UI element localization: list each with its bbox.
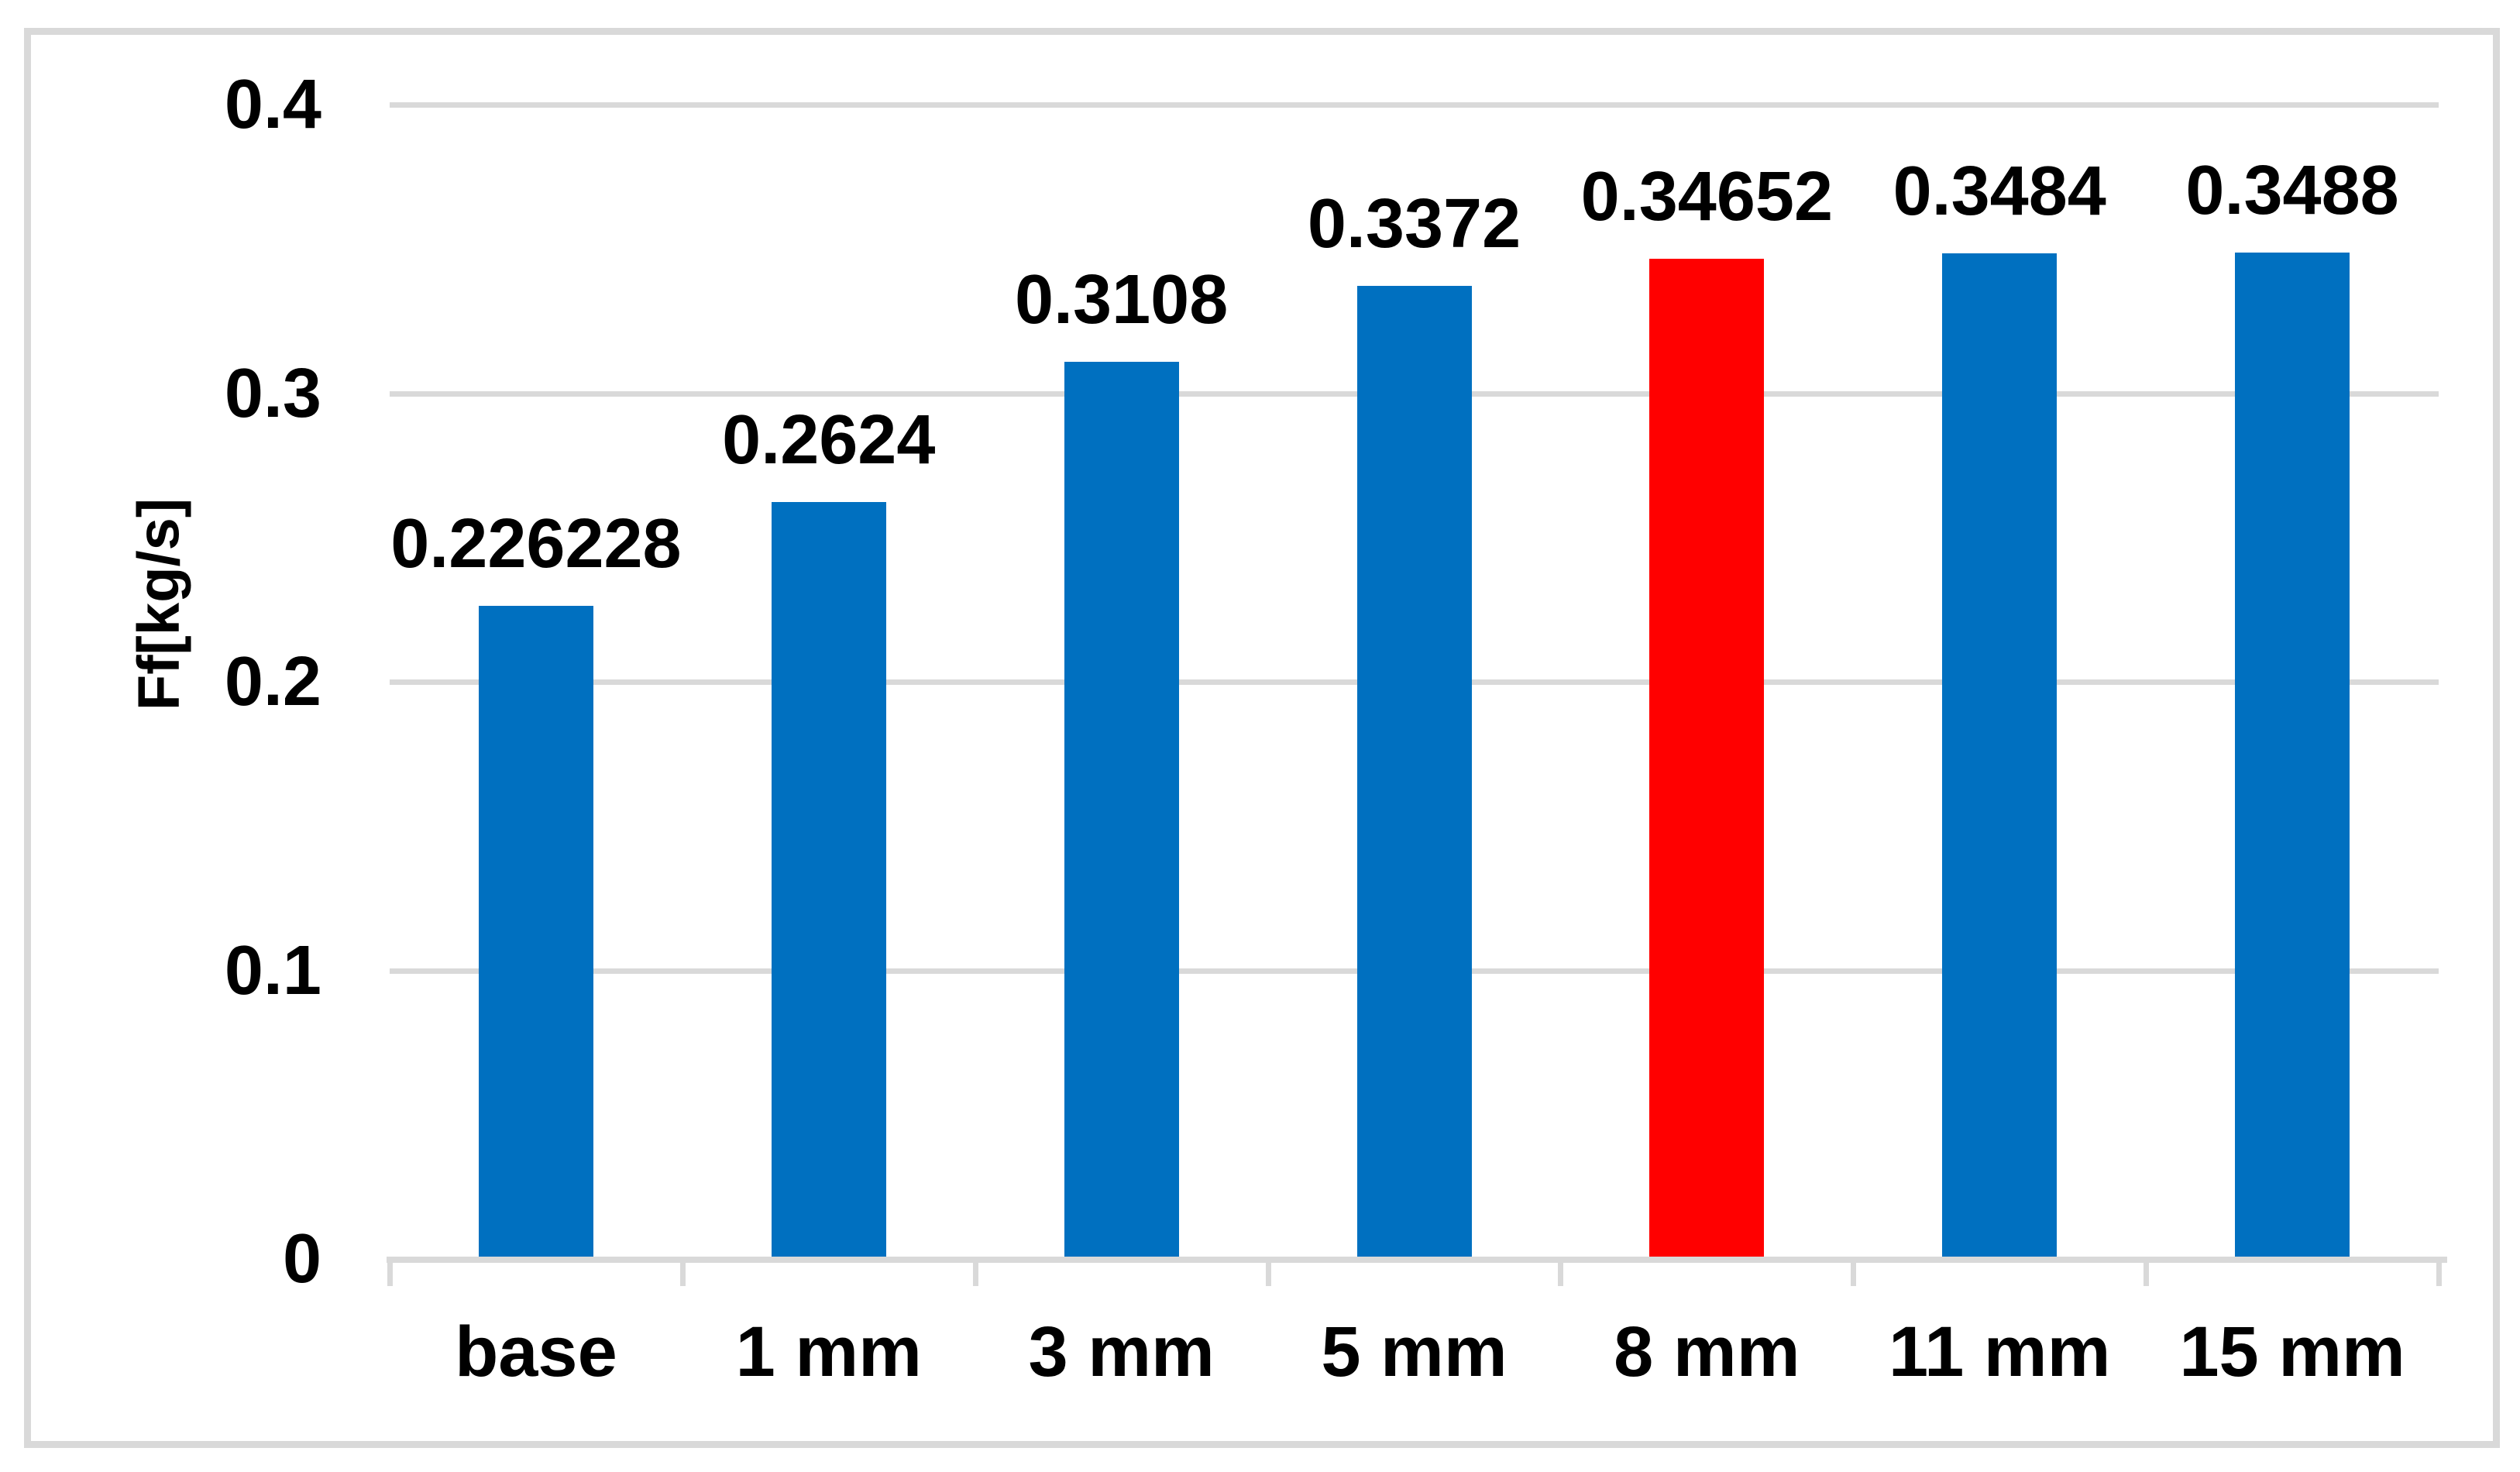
bar-base [478,606,593,1257]
x-category-label-11-mm: 11 mm [1888,1312,2111,1391]
x-axis-tick [387,1263,393,1286]
bar-value-label-15-mm: 0.3488 [2185,151,2399,229]
bar-value-label-base: 0.226228 [390,505,682,583]
bar-5-mm [1356,285,1472,1257]
x-category-label-base: base [455,1312,617,1391]
bar-value-label-1-mm: 0.2624 [722,401,936,479]
x-axis-tick [2436,1263,2442,1286]
bar-value-label-11-mm: 0.3484 [1893,153,2106,231]
x-axis-tick [1558,1263,1564,1286]
y-tick-label-0: 0 [282,1220,321,1298]
y-tick-label-0.2: 0.2 [224,643,321,721]
y-tick-label-0.4: 0.4 [224,66,321,143]
x-axis-tick [2144,1263,2150,1286]
x-axis-tick [679,1263,686,1286]
x-axis-tick [1851,1263,1857,1286]
x-category-label-15-mm: 15 mm [2179,1312,2405,1391]
bar-value-label-3-mm: 0.3108 [1015,261,1229,339]
bar-value-label-8-mm: 0.34652 [1580,158,1833,236]
x-category-label-3-mm: 3 mm [1028,1312,1215,1391]
bar-3-mm [1064,362,1179,1257]
bar-1-mm [771,501,886,1257]
x-axis-line [387,1257,2447,1263]
x-axis-tick [1265,1263,1271,1286]
y-tick-label-0.1: 0.1 [224,931,321,1009]
x-axis-tick [972,1263,978,1286]
chart-frame-border [24,28,2500,1448]
x-category-label-5-mm: 5 mm [1321,1312,1508,1391]
bar-15-mm [2235,252,2350,1257]
x-category-label-1-mm: 1 mm [735,1312,922,1391]
y-tick-label-0.3: 0.3 [224,354,321,432]
bar-8-mm-highlighted [1649,259,1765,1257]
x-category-label-8-mm: 8 mm [1614,1312,1800,1391]
bar-11-mm [1942,253,2058,1257]
gridline-0.4 [390,102,2439,108]
bar-value-label-5-mm: 0.3372 [1307,184,1521,263]
